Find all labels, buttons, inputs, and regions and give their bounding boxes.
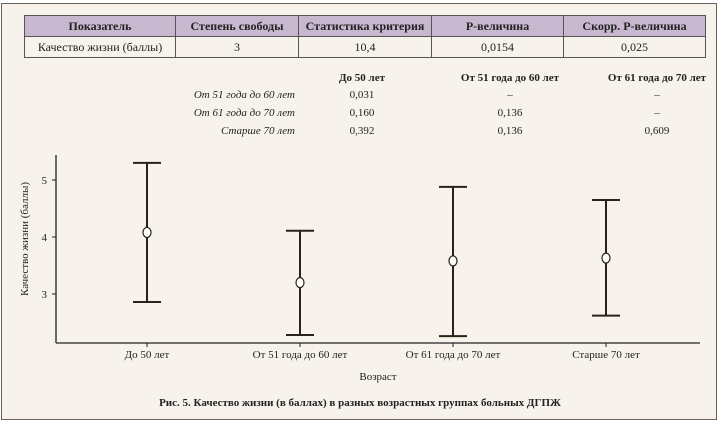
x-tick-label: От 51 года до 60 лет — [253, 349, 348, 361]
data-cell: 3 — [175, 36, 299, 58]
header-cell: Степень свободы — [175, 15, 299, 37]
y-tick-label: 4 — [42, 232, 48, 244]
chart-caption: Рис. 5. Качество жизни (в баллах) в разн… — [159, 397, 561, 409]
mean-point — [295, 277, 305, 289]
x-tick-label: Старше 70 лет — [572, 349, 640, 361]
pairwise-cell: 0,609 — [644, 125, 670, 137]
pairwise-col-header: От 61 года до 70 лет — [607, 72, 707, 84]
pairwise-cell: – — [654, 107, 660, 119]
pairwise-cell: 0,160 — [349, 107, 375, 119]
data-cell: 10,4 — [298, 36, 432, 58]
stats-data-row: Качество жизни (баллы) 3 10,4 0,0154 0,0… — [24, 36, 706, 58]
header-cell: Показатель — [24, 15, 176, 37]
pairwise-row-label: От 51 года до 60 лет — [193, 89, 295, 101]
mean-point — [601, 252, 611, 264]
pairwise-cell: 0,136 — [497, 107, 523, 119]
y-axis-label: Качество жизни (баллы) — [19, 182, 31, 296]
header-cell: Скорр. P-величина — [563, 15, 706, 37]
stats-header-row: Показатель Степень свободы Статистика кр… — [24, 15, 706, 37]
pairwise-cell: – — [507, 89, 513, 101]
header-cell: Статистика критерия — [298, 15, 432, 37]
data-cell: 0,025 — [563, 36, 706, 58]
y-tick-label: 3 — [42, 289, 48, 301]
figure-frame — [1, 3, 717, 420]
pairwise-cell: – — [654, 89, 660, 101]
stats-table: Показатель Степень свободы Статистика кр… — [24, 15, 706, 58]
pairwise-cell: 0,031 — [349, 89, 375, 101]
mean-point — [142, 226, 152, 239]
mean-point — [448, 255, 458, 267]
pairwise-col-header: До 50 лет — [338, 72, 386, 84]
x-axis-label: Возраст — [359, 371, 396, 383]
data-cell: 0,0154 — [431, 36, 564, 58]
x-tick-label: До 50 лет — [125, 349, 170, 361]
pairwise-col-header: От 51 года до 60 лет — [460, 72, 560, 84]
pairwise-row-label: От 61 года до 70 лет — [193, 107, 295, 119]
x-tick-label: От 61 года до 70 лет — [406, 349, 501, 361]
pairwise-cell: 0,136 — [497, 125, 523, 137]
header-cell: P-величина — [431, 15, 564, 37]
pairwise-cell: 0,392 — [349, 125, 375, 137]
y-tick-label: 5 — [42, 175, 48, 187]
data-cell: Качество жизни (баллы) — [24, 36, 176, 58]
pairwise-row-label: Старше 70 лет — [220, 125, 295, 137]
